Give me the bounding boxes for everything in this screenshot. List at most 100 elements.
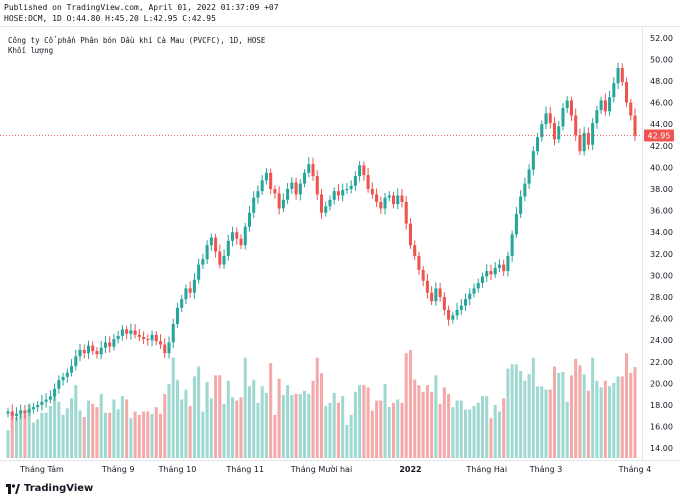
volume-bar [455, 400, 459, 458]
candle-body [548, 113, 552, 124]
candle-body [27, 409, 31, 413]
volume-bar [451, 407, 455, 458]
volume-bar [527, 374, 531, 458]
candle-body [231, 232, 235, 241]
candle-body [557, 126, 561, 140]
volume-bar [375, 400, 379, 458]
candle-body [485, 271, 489, 277]
candle-body [341, 190, 345, 196]
candle-body [303, 172, 307, 184]
candle-body [328, 199, 332, 207]
volume-bar [493, 404, 497, 458]
candle-body [408, 223, 412, 246]
volume-bar [480, 396, 485, 458]
candle-body [582, 132, 586, 152]
volume-label: Khối lượng [8, 46, 54, 55]
volume-bar [214, 375, 218, 458]
y-tick-label: 46.00 [650, 99, 673, 108]
candle-body [222, 255, 226, 265]
candle-body [91, 345, 95, 351]
candle-body [167, 342, 171, 354]
candle-body [514, 213, 518, 235]
candle-body [188, 288, 192, 293]
candle-body [502, 264, 506, 272]
candle-body [324, 206, 328, 213]
candle-body [544, 113, 548, 125]
volume-bar [256, 402, 260, 458]
volume-bar [260, 386, 264, 458]
candle-body [430, 292, 434, 302]
candle-body [315, 176, 319, 195]
volume-bar [133, 411, 137, 458]
volume-bar [65, 408, 69, 458]
volume-bar [273, 414, 277, 458]
candle-body [290, 182, 294, 189]
candle-body [133, 330, 137, 335]
x-tick-label: Tháng 9 [101, 465, 135, 474]
candle-body [438, 288, 442, 297]
volume-bar [548, 389, 552, 458]
candle-body [137, 334, 141, 337]
x-tick-label: Tháng Tám [19, 465, 64, 474]
volume-bar [120, 396, 124, 458]
volume-bar [197, 366, 201, 458]
volume-bar [383, 384, 387, 458]
volume-bar [544, 389, 548, 458]
volume-bar [341, 396, 345, 458]
volume-bar [27, 403, 31, 458]
volume-bar [290, 395, 294, 458]
volume-bar [243, 357, 247, 458]
candle-body [608, 97, 612, 112]
y-tick-label: 32.00 [650, 250, 673, 259]
candle-body [574, 115, 578, 135]
candle-body [620, 68, 624, 83]
candle-body [125, 329, 129, 334]
x-tick-label: Tháng 3 [529, 465, 563, 474]
candle-body [298, 183, 302, 195]
candle-body [197, 264, 201, 280]
volume-bar [40, 412, 44, 458]
candle-body [616, 68, 620, 84]
volume-bar [421, 391, 425, 458]
candle-body [269, 172, 273, 189]
candle-body [171, 324, 175, 343]
candle-body [218, 251, 222, 265]
volume-bar [489, 418, 493, 458]
volume-bar [286, 385, 290, 458]
volume-bar [552, 366, 557, 458]
volume-bar [379, 400, 383, 458]
volume-bar [48, 406, 52, 458]
symbol-ohlc-line: HOSE:DCM, 1D O:44.80 H:45.20 L:42.95 C:4… [4, 14, 216, 23]
candle-body [480, 276, 485, 283]
volume-bar [303, 390, 307, 458]
candle-body [86, 345, 91, 354]
volume-bar [595, 380, 599, 458]
candle-body [286, 189, 290, 200]
y-tick-label: 14.00 [650, 444, 673, 453]
volume-bar [269, 363, 273, 458]
volume-bar [603, 380, 607, 458]
volume-bar [99, 393, 103, 458]
candle-body [112, 339, 116, 347]
volume-bar [608, 386, 612, 458]
y-tick-label: 24.00 [650, 336, 673, 345]
volume-bar [14, 417, 18, 458]
volume-bar [514, 364, 518, 458]
volume-bar [294, 394, 298, 458]
volume-bar [108, 412, 112, 458]
y-tick-label: 36.00 [650, 207, 673, 216]
volume-bar [349, 414, 353, 458]
volume-bar [370, 410, 374, 458]
volume-bar [523, 380, 527, 458]
candle-body [44, 399, 48, 402]
volume-bar [192, 376, 196, 458]
volume-bar [531, 357, 535, 458]
candle-body [442, 297, 446, 310]
volume-bar [442, 387, 446, 458]
published-line: Published on TradingView.com, April 01, … [4, 3, 279, 12]
volume-bar [235, 400, 239, 458]
candle-body [358, 165, 362, 177]
candle-body [48, 396, 52, 400]
volume-bar [417, 385, 421, 458]
